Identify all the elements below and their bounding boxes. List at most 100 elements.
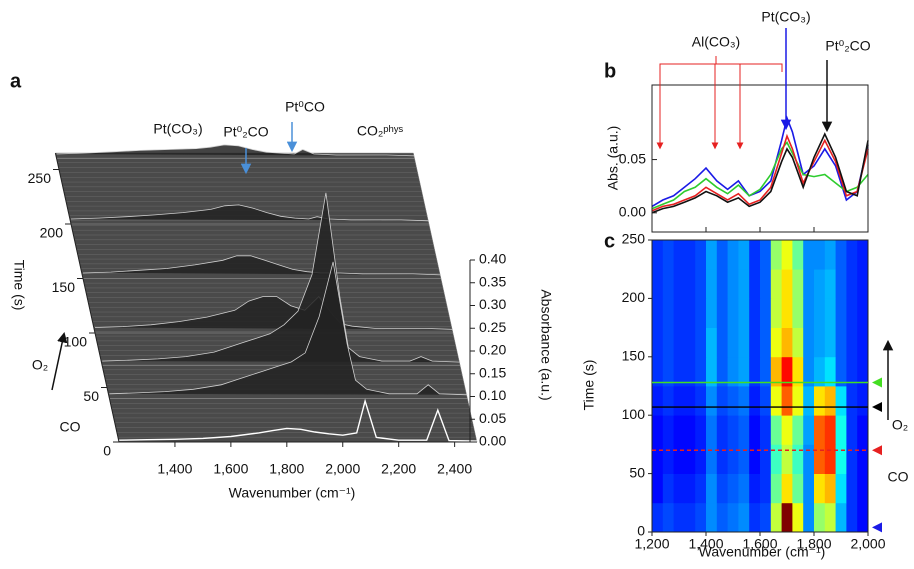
heat-cell xyxy=(716,269,728,299)
heat-cell xyxy=(727,240,739,270)
heat-cell xyxy=(792,415,804,445)
spectrum xyxy=(118,398,478,442)
heat-cell xyxy=(814,444,826,474)
x-tick-label: 1,400 xyxy=(688,536,723,552)
z-tick-label: 0.25 xyxy=(479,319,506,335)
heat-cell xyxy=(803,444,815,474)
heat-cell xyxy=(760,327,772,358)
heat-cell xyxy=(684,269,696,299)
heat-cell xyxy=(835,473,847,504)
heat-cell xyxy=(684,327,696,358)
panel-label: b xyxy=(604,60,616,82)
heat-cell xyxy=(781,415,793,445)
heat-cell xyxy=(706,356,718,387)
heat-cell xyxy=(835,240,847,270)
heat-cell xyxy=(695,356,707,387)
heat-cell xyxy=(803,502,815,533)
y-axis xyxy=(54,153,120,443)
heat-cell xyxy=(749,356,761,387)
heat-cell xyxy=(684,240,696,270)
heat-cell xyxy=(835,269,847,299)
heat-cell xyxy=(652,356,664,387)
annotation: Pt(CO₃) xyxy=(761,9,810,25)
heat-cell xyxy=(760,356,772,387)
heat-cell xyxy=(857,444,869,474)
heat-cell xyxy=(803,473,815,504)
time-marker-arrow xyxy=(872,445,882,456)
heat-cell xyxy=(727,269,739,299)
heat-cell xyxy=(824,269,836,299)
heat-cell xyxy=(824,386,836,416)
heat-cell xyxy=(706,473,718,504)
heat-cell xyxy=(846,502,858,533)
heat-cell xyxy=(662,356,674,387)
heat-cell xyxy=(770,240,782,270)
heat-cell xyxy=(781,327,793,358)
annotation: CO₂ᵖʰʸˢ xyxy=(357,123,404,139)
spectrum xyxy=(94,295,454,330)
heat-cell xyxy=(814,356,826,387)
heat-cell xyxy=(652,415,664,445)
heat-cell xyxy=(684,386,696,416)
heat-cell xyxy=(706,502,718,533)
heat-cell xyxy=(760,240,772,270)
heat-cell xyxy=(695,240,707,270)
panel-label: a xyxy=(10,70,22,92)
heat-cell xyxy=(652,444,664,474)
heat-cell xyxy=(673,356,685,387)
heat-cell xyxy=(846,473,858,504)
heat-cell xyxy=(803,415,815,445)
heat-cell xyxy=(846,356,858,387)
annotation: Pt⁰₂CO xyxy=(223,124,268,140)
heat-cell xyxy=(738,298,750,328)
y-tick-label: 250 xyxy=(622,231,646,247)
heat-cell xyxy=(749,415,761,445)
heat-cell xyxy=(835,327,847,358)
heat-cell xyxy=(792,502,804,533)
heat-cell xyxy=(652,502,664,533)
heat-cell xyxy=(738,473,750,504)
heat-cell xyxy=(673,502,685,533)
y-tick-label: 50 xyxy=(629,464,645,480)
heat-cell xyxy=(727,444,739,474)
heat-cell xyxy=(673,269,685,299)
heat-cell xyxy=(662,327,674,358)
heat-cell xyxy=(846,415,858,445)
y-tick-label: 100 xyxy=(622,406,646,422)
heat-cell xyxy=(803,298,815,328)
heat-cell xyxy=(716,444,728,474)
heat-cell xyxy=(738,415,750,445)
gas-label: O₂ xyxy=(892,417,908,433)
time-marker-arrow xyxy=(872,402,882,413)
heat-cell xyxy=(835,386,847,416)
heat-cell xyxy=(738,386,750,416)
panel-label: c xyxy=(604,230,615,252)
heat-cell xyxy=(706,386,718,416)
heat-cell xyxy=(846,444,858,474)
heat-cell xyxy=(814,415,826,445)
heat-cell xyxy=(857,386,869,416)
heat-cell xyxy=(857,415,869,445)
heat-cell xyxy=(662,502,674,533)
annotation: Al(CO₃) xyxy=(692,34,740,50)
heat-cell xyxy=(814,269,826,299)
heat-cell xyxy=(652,298,664,328)
heat-cell xyxy=(803,386,815,416)
heat-cell xyxy=(716,415,728,445)
heat-cell xyxy=(716,386,728,416)
time-marker-arrow xyxy=(872,522,882,533)
heat-cell xyxy=(749,444,761,474)
heat-cell xyxy=(781,444,793,474)
heat-cell xyxy=(695,444,707,474)
heat-cell xyxy=(727,502,739,533)
heat-cell xyxy=(695,473,707,504)
heat-cell xyxy=(727,415,739,445)
heat-cell xyxy=(760,444,772,474)
heat-cell xyxy=(846,386,858,416)
heat-cell xyxy=(760,415,772,445)
heat-cell xyxy=(727,386,739,416)
heat-cell xyxy=(738,356,750,387)
heat-cell xyxy=(857,240,869,270)
heat-cell xyxy=(727,356,739,387)
